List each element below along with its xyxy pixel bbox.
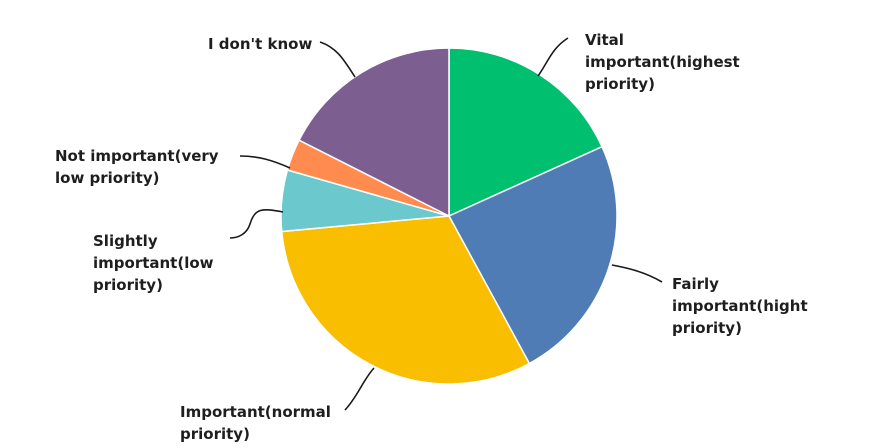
label-important: Important(normal priority) — [180, 403, 331, 443]
leader-lines — [229, 37, 663, 411]
leader-line-dont-know — [319, 41, 356, 78]
leader-line-fairly — [611, 264, 663, 283]
leader-line-important — [344, 367, 375, 411]
leader-line-vital — [537, 37, 569, 77]
label-not-important: Not important(very low priority) — [55, 147, 219, 187]
label-vital: Vital important(highest priority) — [585, 31, 740, 93]
leader-line-not-important — [239, 155, 291, 169]
pie-slice-important — [280, 215, 531, 385]
label-slightly: Slightly important(low priority) — [93, 232, 214, 294]
label-dont-know: I don't know — [208, 35, 313, 53]
pie-slice-fairly — [447, 145, 618, 365]
pie-slice-dont-know — [298, 47, 450, 218]
pie-slice-vital — [448, 47, 604, 218]
pie-slices — [280, 47, 618, 385]
leader-line-slightly — [229, 209, 284, 239]
label-fairly: Fairly important(hight priority) — [672, 275, 808, 337]
